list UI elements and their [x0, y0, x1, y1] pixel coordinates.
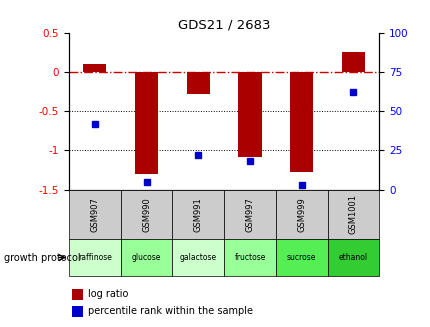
Text: raffinose: raffinose	[78, 253, 111, 262]
Bar	[341, 52, 364, 72]
Text: fructose: fructose	[234, 253, 265, 262]
Bar	[83, 64, 106, 72]
Text: GSM907: GSM907	[90, 197, 99, 232]
Bar	[172, 239, 224, 276]
Bar	[72, 289, 83, 300]
Text: sucrose: sucrose	[286, 253, 316, 262]
Text: galactose: galactose	[179, 253, 216, 262]
Bar	[69, 239, 120, 276]
Bar	[120, 239, 172, 276]
Bar	[275, 239, 327, 276]
Bar	[186, 72, 209, 94]
Bar	[72, 306, 83, 317]
Bar	[120, 190, 172, 239]
Bar	[172, 190, 224, 239]
Bar	[289, 72, 313, 172]
Text: ethanol: ethanol	[338, 253, 367, 262]
Bar	[135, 72, 158, 174]
Bar	[327, 190, 378, 239]
Text: glucose: glucose	[132, 253, 161, 262]
Title: GDS21 / 2683: GDS21 / 2683	[178, 19, 270, 31]
Bar	[224, 239, 275, 276]
Bar	[275, 190, 327, 239]
Bar	[327, 239, 378, 276]
Text: log ratio: log ratio	[87, 289, 128, 299]
Text: GSM997: GSM997	[245, 197, 254, 232]
Text: GSM1001: GSM1001	[348, 194, 357, 234]
Text: GSM999: GSM999	[297, 197, 305, 232]
Text: GSM991: GSM991	[194, 197, 202, 232]
Text: growth protocol: growth protocol	[4, 252, 81, 263]
Bar	[69, 190, 120, 239]
Bar	[224, 190, 275, 239]
Bar	[238, 72, 261, 157]
Text: percentile rank within the sample: percentile rank within the sample	[87, 306, 252, 316]
Text: GSM990: GSM990	[142, 197, 150, 232]
